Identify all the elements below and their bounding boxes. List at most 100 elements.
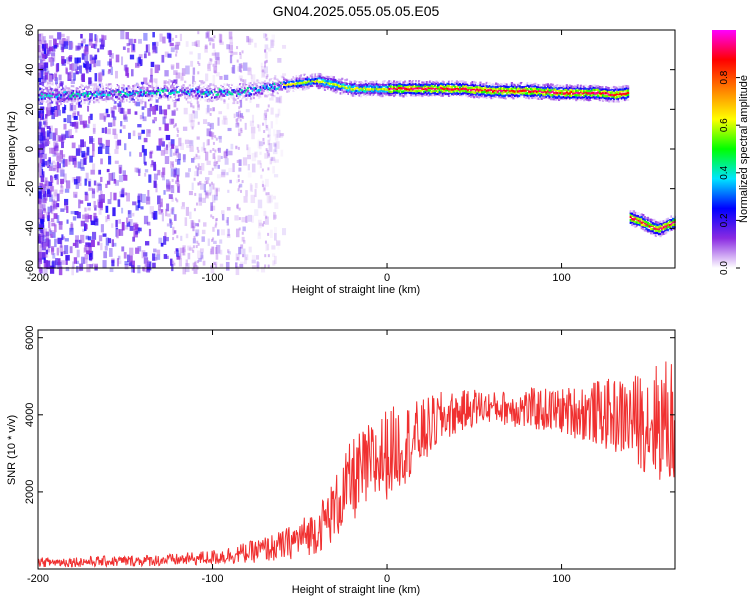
spectrogram-cell bbox=[600, 96, 603, 99]
spectrogram-cell bbox=[124, 97, 127, 100]
spectrogram-cell bbox=[316, 79, 319, 82]
spectrogram-cell bbox=[399, 82, 402, 85]
spectrogram-cell bbox=[259, 85, 262, 89]
spectrogram-cell bbox=[152, 262, 156, 268]
spectrogram-cell bbox=[651, 232, 654, 235]
spectrogram-cell bbox=[504, 89, 507, 93]
spectrogram-cell bbox=[642, 223, 645, 227]
spectrogram-cell bbox=[103, 87, 107, 90]
spectrogram-cell bbox=[347, 91, 350, 95]
spectrogram-cell bbox=[162, 89, 165, 93]
spectrogram-cell bbox=[342, 84, 345, 88]
spectrogram-cell bbox=[112, 116, 117, 121]
spectrogram-cell bbox=[247, 147, 251, 156]
spectrogram-cell bbox=[167, 213, 171, 217]
spectrogram-cell bbox=[261, 168, 264, 172]
spectrogram-cell bbox=[162, 87, 165, 90]
spectrogram-cell bbox=[136, 57, 140, 67]
spectrogram-cell bbox=[616, 90, 619, 94]
spectrogram-cell bbox=[39, 58, 42, 64]
spectrogram-cell bbox=[198, 94, 201, 98]
spectrogram-cell bbox=[243, 83, 246, 86]
spectrogram-cell bbox=[80, 139, 84, 148]
spectrogram-cell bbox=[440, 84, 443, 87]
spectrogram-cell bbox=[513, 94, 517, 98]
spectrogram-cell bbox=[226, 172, 229, 176]
spectrogram-cell bbox=[67, 75, 72, 80]
spectrogram-cell bbox=[214, 52, 220, 61]
spectrogram-cell bbox=[600, 94, 603, 98]
spectrogram-cell bbox=[48, 166, 53, 171]
spectrogram-cell bbox=[136, 92, 140, 95]
spectrogram-cell bbox=[125, 83, 129, 86]
spectrogram-cell bbox=[502, 96, 506, 99]
spectrogram-cell bbox=[270, 157, 274, 161]
spectrogram-cell bbox=[603, 85, 606, 89]
spectrogram-cell bbox=[391, 90, 394, 93]
spectrogram-cell bbox=[455, 85, 459, 89]
spectrogram-cell bbox=[474, 93, 477, 96]
spectrogram-cell bbox=[229, 97, 232, 100]
spectrogram-cell bbox=[528, 85, 531, 88]
spectrogram-cell bbox=[275, 240, 281, 246]
spectrogram-cell bbox=[637, 215, 640, 218]
spectrogram-cell bbox=[436, 90, 440, 94]
spectrogram-cell bbox=[342, 79, 345, 83]
spectrogram-cell bbox=[286, 83, 289, 87]
spectrogram-cell bbox=[413, 89, 416, 93]
spectrogram-cell bbox=[181, 202, 185, 207]
spectrogram-cell bbox=[460, 87, 463, 91]
spectrogram-cell bbox=[118, 229, 124, 236]
spectrogram-cell bbox=[408, 84, 411, 88]
spectrogram-cell bbox=[111, 87, 115, 90]
spectrogram-cell bbox=[281, 81, 284, 84]
spectrogram-cell bbox=[372, 83, 375, 86]
spectrogram-cell bbox=[444, 81, 448, 84]
spectrogram-cell bbox=[213, 96, 217, 99]
spectrogram-cell bbox=[166, 89, 169, 92]
spectrogram-cell bbox=[185, 84, 188, 88]
spectrogram-cell bbox=[39, 99, 42, 103]
spectrogram-cell bbox=[480, 94, 484, 98]
spectrogram-cell bbox=[164, 86, 169, 92]
spectrogram-cell bbox=[272, 253, 276, 257]
spectrogram-cell bbox=[193, 89, 196, 92]
spectrogram-cell bbox=[656, 233, 659, 236]
spectrogram-cell bbox=[185, 233, 189, 239]
spectrogram-cell bbox=[611, 91, 614, 94]
spectrogram-cell bbox=[529, 87, 532, 91]
spectrogram-cell bbox=[251, 215, 254, 223]
spectrogram-cell bbox=[237, 84, 240, 87]
spectrogram-cell bbox=[182, 126, 188, 131]
spectrogram-cell bbox=[257, 232, 262, 240]
spectrogram-cell bbox=[267, 134, 270, 138]
spectrogram-cell bbox=[545, 88, 548, 91]
spectrogram-cell bbox=[204, 190, 208, 195]
spectrogram-cell bbox=[60, 180, 63, 188]
spectrogram-cell bbox=[264, 178, 269, 187]
spectrogram-cell bbox=[184, 88, 187, 92]
spectrogram-cell bbox=[227, 228, 230, 236]
spectrogram-cell bbox=[670, 224, 673, 227]
spectrogram-cell bbox=[380, 87, 383, 91]
spectrogram-cell bbox=[196, 88, 199, 91]
spectrogram-cell bbox=[531, 94, 534, 97]
spectrogram-cell bbox=[105, 139, 110, 147]
spectrogram-cell bbox=[98, 235, 103, 242]
spectrogram-cell bbox=[620, 86, 623, 89]
spectrogram-cell bbox=[146, 86, 149, 90]
spectrogram-cell bbox=[47, 94, 50, 97]
spectrogram-cell bbox=[608, 90, 611, 94]
spectrogram-cell bbox=[70, 104, 73, 110]
spectrogram-cell bbox=[502, 82, 506, 85]
spectrogram-cell bbox=[224, 94, 228, 97]
spectrogram-cell bbox=[532, 83, 535, 86]
spectrogram-cell bbox=[339, 80, 342, 84]
spectrogram-cell bbox=[542, 90, 545, 94]
spectrogram-cell bbox=[237, 87, 240, 90]
spectrogram-cell bbox=[162, 96, 165, 100]
spectrogram-cell bbox=[48, 75, 53, 82]
spectrogram-cell bbox=[145, 44, 150, 54]
spectrogram-cell bbox=[303, 83, 306, 86]
spectrogram-cell bbox=[212, 89, 215, 93]
